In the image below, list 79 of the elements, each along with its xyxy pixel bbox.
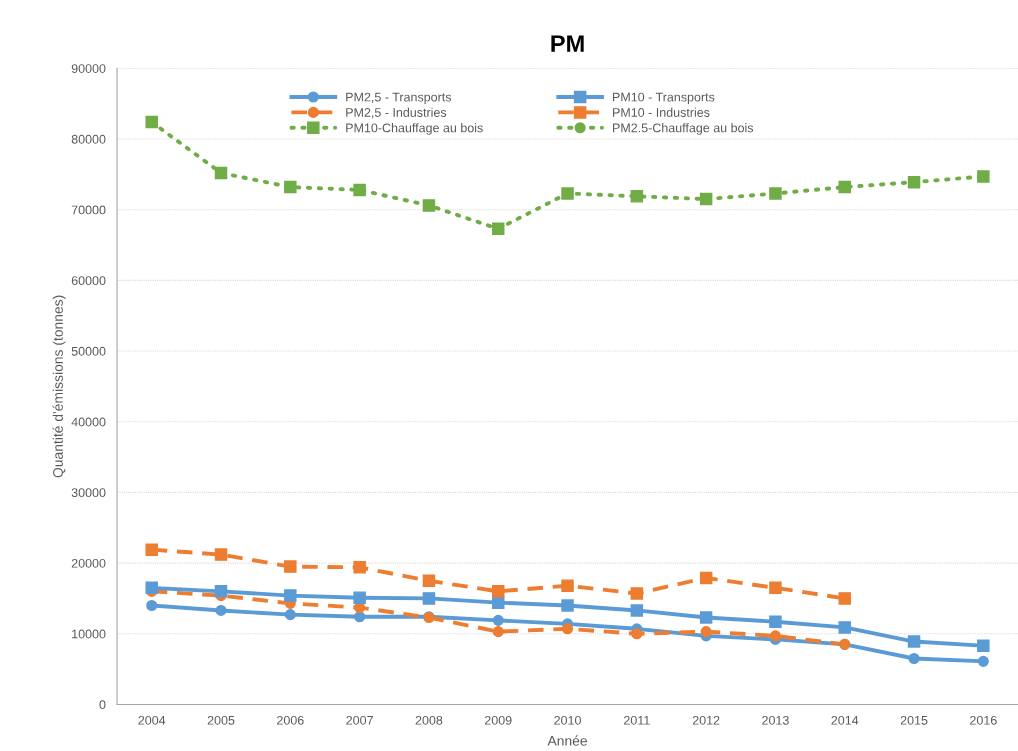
- y-tick-label: 90000: [71, 64, 106, 73]
- point: [284, 609, 296, 621]
- point: [492, 626, 504, 638]
- point: [215, 604, 227, 616]
- point: [769, 187, 782, 200]
- point: [630, 587, 644, 600]
- x-tick-label: 2008: [415, 715, 443, 725]
- point: [561, 599, 574, 612]
- point: [838, 621, 851, 634]
- point: [353, 183, 366, 197]
- point: [700, 626, 712, 638]
- point: [769, 581, 782, 595]
- y-tick-label: 70000: [71, 205, 106, 215]
- point: [353, 591, 366, 604]
- x-tick-label: 2010: [554, 715, 581, 725]
- x-tick-label: 2011: [624, 715, 650, 725]
- point: [769, 615, 782, 628]
- y-tick-label: 30000: [71, 488, 106, 498]
- y-tick-label: 50000: [71, 346, 106, 356]
- point: [561, 187, 574, 200]
- point: [284, 180, 297, 194]
- x-tick-label: 2007: [346, 715, 373, 725]
- point: [422, 199, 436, 212]
- point: [145, 581, 158, 595]
- x-tick-label: 2004: [138, 715, 166, 725]
- point: [561, 579, 574, 592]
- point: [561, 623, 574, 635]
- x-tick-label: 2014: [831, 715, 859, 725]
- point: [214, 585, 228, 598]
- point: [907, 175, 921, 189]
- point: [838, 592, 851, 605]
- point: [977, 639, 990, 653]
- point: [491, 585, 505, 598]
- x-tick-label: 2009: [484, 715, 512, 725]
- point: [630, 604, 644, 617]
- y-tick-label: 0: [99, 700, 106, 710]
- point: [631, 628, 643, 640]
- point: [977, 655, 989, 667]
- x-axis-title: Année: [547, 735, 587, 746]
- point: [977, 170, 990, 183]
- point: [630, 190, 644, 203]
- x-tick-label: 2016: [970, 715, 997, 725]
- point: [699, 192, 713, 206]
- x-tick-label: 2012: [692, 715, 720, 725]
- legend-label: PM2.5-Chauffage au bois: [613, 123, 754, 135]
- point: [353, 561, 366, 574]
- point: [907, 635, 921, 648]
- point: [422, 574, 436, 588]
- point: [145, 115, 158, 129]
- point: [145, 543, 158, 556]
- point: [214, 166, 228, 180]
- y-tick-label: 60000: [71, 276, 106, 286]
- point: [838, 180, 851, 194]
- point: [699, 571, 713, 585]
- point: [492, 614, 504, 626]
- legend-label: PM10 - Transports: [613, 92, 715, 104]
- legend-label: PM2,5 - Transports: [346, 92, 452, 104]
- x-tick-label: 2015: [900, 715, 928, 725]
- legend-label: PM10-Chauffage au bois: [346, 123, 483, 135]
- x-tick-label: 2006: [277, 715, 304, 725]
- point: [422, 592, 436, 605]
- y-tick-label: 20000: [71, 558, 106, 568]
- x-tick-label: 2013: [762, 715, 789, 725]
- y-axis-title: Quantité d'émissions (tonnes): [52, 295, 66, 478]
- point: [284, 589, 297, 602]
- point: [908, 652, 920, 665]
- point: [354, 611, 366, 623]
- y-tick-label: 80000: [71, 134, 106, 144]
- chart-title: PM: [551, 35, 584, 52]
- point: [146, 599, 158, 612]
- point: [491, 222, 505, 236]
- legend-label: PM10 - Industries: [613, 107, 710, 117]
- y-tick-label: 10000: [72, 629, 106, 639]
- point: [284, 560, 297, 573]
- point: [214, 548, 228, 561]
- legend-label: PM2,5 - Industries: [346, 107, 447, 119]
- x-tick-label: 2005: [207, 715, 235, 725]
- point: [699, 611, 713, 624]
- y-tick-label: 40000: [71, 417, 106, 427]
